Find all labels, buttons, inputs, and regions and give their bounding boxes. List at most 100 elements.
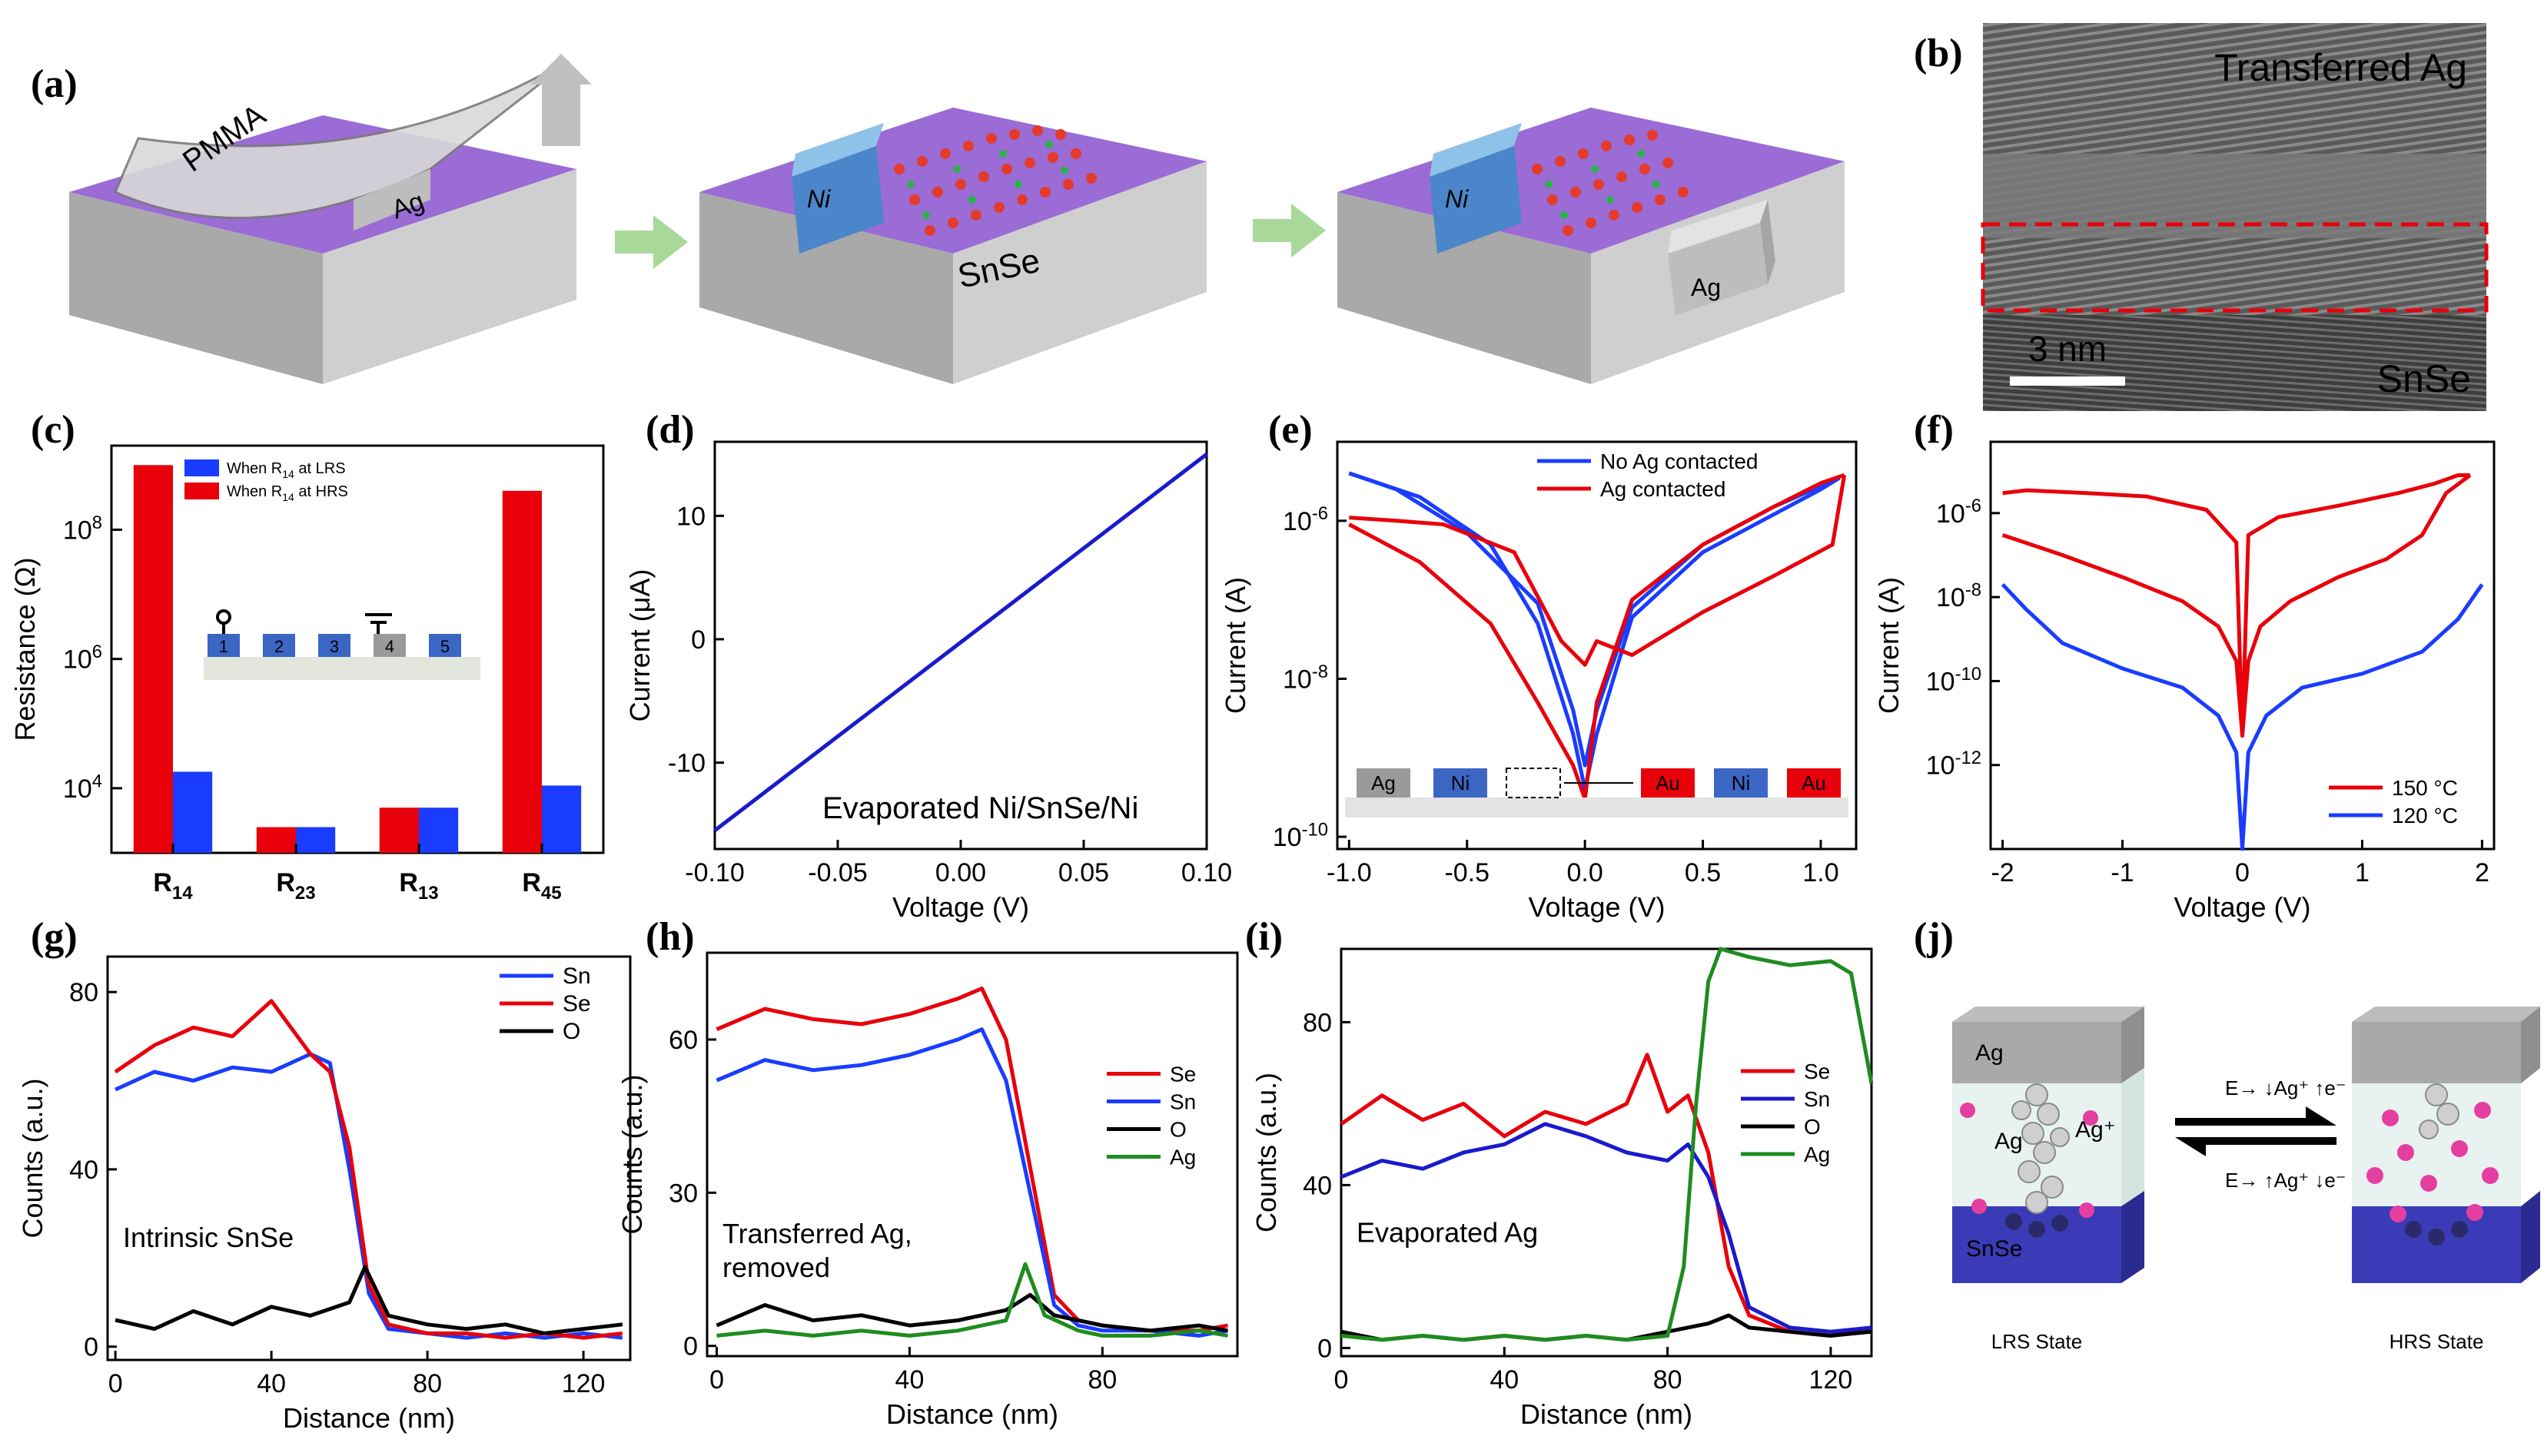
legend-label: 120 °C <box>2392 804 2458 827</box>
panel-label-b: (b) <box>1914 32 1963 75</box>
x-tick-label: 120 <box>562 1369 606 1398</box>
x-tick-label: 1.0 <box>1802 858 1838 887</box>
x-tick-label: -0.10 <box>685 858 745 887</box>
inset-pad-label: Ag <box>1371 771 1396 794</box>
bar-R23-1 <box>296 827 336 853</box>
x-tick-label: 80 <box>1088 1365 1117 1395</box>
x-tick-label: 0 <box>108 1369 123 1398</box>
series-line-Se <box>1340 1053 1872 1338</box>
x-axis-label: Distance (nm) <box>1520 1398 1692 1430</box>
y-tick-label: 106 <box>63 642 102 675</box>
x-tick-label: -0.05 <box>808 858 868 887</box>
panel-label-i: (i) <box>1245 915 1284 959</box>
panel-j-schematic: Ag Ag Ag⁺ SnSe LRS State E→ ↓Ag⁺ ↑e⁻ E→ … <box>1952 1007 2540 1353</box>
x-tick-label: R14 <box>153 868 193 904</box>
inset-pad <box>1714 768 1768 798</box>
legend-label: O <box>1804 1115 1821 1139</box>
annotation-text: Transferred Ag, <box>722 1218 912 1249</box>
series-line-No-Ag-contacted <box>1348 471 1841 791</box>
forward-arrow-icon <box>2175 1106 2336 1126</box>
inset-pad-label: Ni <box>1732 771 1751 794</box>
snse-label-b: SnSe <box>2377 357 2471 400</box>
transferred-ag-label: Transferred Ag <box>2214 46 2467 89</box>
y-axis-label: Counts (a.u.) <box>17 1078 48 1238</box>
chart-e: -1.0 -0.5 0.0 0.5 1.0 10-10 10-8 10-6 Voltage (V… <box>1220 440 1858 923</box>
chart-d: -0.10 -0.05 0.00 0.05 0.10 -10 0 10 Voltage (V) C… <box>624 440 1232 923</box>
annotation-text: Intrinsic SnSe <box>123 1222 294 1253</box>
legend-label: Sn <box>563 963 591 989</box>
x-axis-label: Voltage (V) <box>1528 891 1665 923</box>
inset-pad-label: 2 <box>274 637 284 656</box>
plot-frame <box>1336 440 1858 851</box>
inset-pad-label: 3 <box>330 637 339 656</box>
x-tick-label: 0 <box>1334 1365 1349 1395</box>
y-tick-label: 60 <box>669 1026 698 1055</box>
step-arrow-icon <box>1253 204 1326 257</box>
ag-ion-label: Ag⁺ <box>2075 1117 2116 1143</box>
y-axis-label: Counts (a.u.) <box>1250 1073 1282 1232</box>
inset-pad-label: 5 <box>440 637 450 656</box>
inset-pad-label: 4 <box>385 637 394 656</box>
probe-icon <box>216 609 231 625</box>
series-line-Ag-contacted-return- <box>1349 474 1847 667</box>
y-tick-label: -10 <box>668 749 706 778</box>
chart-g: 0 40 80 120 0 40 80 Distance (nm) Counts (a.u.) I… <box>17 955 632 1434</box>
panel-label-j: (j) <box>1914 915 1954 959</box>
series-line-Sn <box>115 1052 623 1340</box>
x-tick-label: R13 <box>399 868 438 904</box>
inset-pad <box>1357 768 1410 798</box>
panel-label-c: (c) <box>31 408 75 452</box>
annotation-text: Evaporated Ag <box>1357 1217 1538 1249</box>
legend-label: Se <box>563 991 591 1017</box>
plot-frame <box>110 444 605 854</box>
bar-R45-1 <box>542 785 582 853</box>
inset-pad-label: Au <box>1656 771 1680 794</box>
panel-label-a: (a) <box>31 62 78 106</box>
inset-pad <box>208 634 240 657</box>
x-tick-label: -1.0 <box>1327 858 1372 887</box>
ag-label-j: Ag <box>1975 1040 2004 1066</box>
inset-pad <box>263 634 295 657</box>
x-tick-label: R23 <box>276 868 315 904</box>
y-tick-label: 10-10 <box>1273 819 1328 852</box>
snse-label-j: SnSe <box>1966 1236 2022 1262</box>
device-ni-ag: Ni Ag <box>1337 108 1845 384</box>
x-tick-label: 80 <box>413 1369 442 1398</box>
inset-pad <box>1433 768 1487 798</box>
x-tick-label: 0 <box>709 1365 724 1395</box>
x-tick-label: 1 <box>2355 858 2370 887</box>
legend-label: O <box>563 1019 580 1044</box>
y-tick-label: 108 <box>63 512 102 546</box>
inset-pad <box>1787 768 1841 798</box>
reverse-arrow-icon <box>2175 1137 2336 1156</box>
panel-a-schematic: PMMA Ag Ni SnSe <box>69 54 1845 384</box>
legend-label: Se <box>1170 1063 1196 1086</box>
chart-f: -2 -1 0 1 2 10-12 10-10 10-8 10-6 Voltage (V) Curr… <box>1873 440 2496 923</box>
inset-pad-label: Ni <box>1451 771 1470 794</box>
y-tick-label: 10 <box>676 502 706 531</box>
x-tick-label: 80 <box>1653 1365 1682 1395</box>
inset-pad <box>318 634 350 657</box>
x-tick-label: 40 <box>895 1365 925 1395</box>
series-line-O <box>115 1265 623 1335</box>
snse-lattice-icon <box>894 125 1097 236</box>
x-tick-label: R45 <box>522 868 561 904</box>
legend-swatch <box>184 483 219 499</box>
bar-R45-0 <box>502 490 542 853</box>
x-tick-label: 120 <box>1809 1365 1853 1395</box>
legend-label: O <box>1170 1118 1187 1142</box>
bar-R13-0 <box>379 808 419 853</box>
legend-label: Ag <box>1804 1143 1830 1166</box>
scale-bar <box>2010 376 2125 386</box>
legend-label: Ag contacted <box>1600 477 1725 501</box>
scale-bar-label: 3 nm <box>2028 329 2107 369</box>
legend-label: 150 °C <box>2392 776 2458 800</box>
chart-h: 0 40 80 0 30 60 Distance (nm) Counts (a.u.) Tran… <box>616 951 1239 1430</box>
y-tick-label: 80 <box>69 978 98 1007</box>
x-tick-label: 0.0 <box>1567 858 1603 887</box>
x-axis-label: Distance (nm) <box>283 1402 455 1434</box>
series-line-150-C-return- <box>2002 473 2472 738</box>
series-line-120-C <box>2001 582 2484 851</box>
legend-label: When R14 at LRS <box>227 460 346 480</box>
inset-pad-label: 1 <box>219 637 228 656</box>
